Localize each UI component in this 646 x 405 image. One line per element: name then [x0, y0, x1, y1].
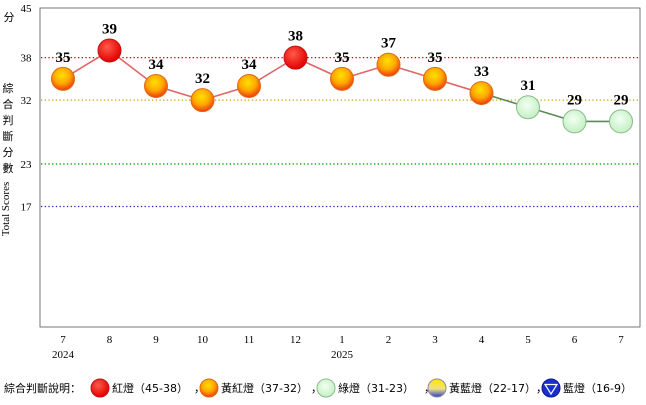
data-label: 32 — [195, 71, 210, 87]
y-tick-label: 23 — [21, 159, 33, 171]
legend-blue-circle — [541, 378, 561, 398]
y-tick-label: 32 — [21, 95, 32, 107]
legend-label: 藍燈（16-9） — [563, 381, 632, 395]
legend-label: 綠燈（31-23） — [338, 381, 414, 395]
y-axis-unit: 分 — [4, 11, 15, 24]
legend: 綜合判斷說明： 紅燈（45-38） 黃紅燈（37-32） 綠燈（31-23） 黃藍燈（2… — [4, 378, 632, 398]
signal-point-yellow-red — [423, 66, 447, 91]
legend-blue-triangle — [543, 383, 559, 396]
signal-point-yellow-red — [144, 73, 168, 98]
data-label: 33 — [474, 64, 489, 80]
series-points — [51, 38, 633, 134]
x-tick-label: 5 — [525, 334, 531, 346]
y-axis-title-en: Total Scores — [0, 182, 12, 237]
data-label: 35 — [335, 50, 350, 66]
data-label: 34 — [149, 57, 165, 73]
x-tick-label: 4 — [479, 334, 485, 346]
x-year-label: 2024 — [52, 349, 75, 361]
y-tick-label: 17 — [21, 201, 33, 213]
y-axis-title-zh: 綜合判斷分數 — [3, 81, 14, 175]
signal-point-green — [562, 109, 587, 134]
data-labels: 35 39 34 32 34 38 35 37 35 33 31 29 29 — [56, 22, 629, 109]
legend-label: 黃藍燈（22-17） — [449, 381, 536, 395]
legend-separator: ， — [194, 382, 205, 395]
legend-separator: ， — [536, 382, 547, 395]
x-tick-label: 2 — [386, 334, 392, 346]
data-label: 34 — [242, 57, 258, 73]
x-tick-label: 9 — [153, 334, 159, 346]
signal-point-red — [97, 38, 122, 63]
y-axis-ticks: 17 23 32 38 45 — [21, 3, 33, 213]
data-label: 39 — [102, 22, 117, 38]
legend-title: 綜合判斷說明： — [4, 381, 81, 395]
y-tick-label: 45 — [21, 3, 33, 15]
data-label: 29 — [567, 92, 582, 108]
signal-point-yellow-red — [376, 52, 401, 77]
signal-point-yellow-red — [190, 88, 215, 113]
x-tick-label: 7 — [618, 334, 624, 346]
legend-icon-yellow-blue — [427, 378, 447, 398]
x-tick-label: 6 — [572, 334, 578, 346]
x-tick-label: 11 — [244, 334, 255, 346]
legend-icon-red — [90, 378, 110, 398]
legend-icon-green — [316, 378, 336, 398]
plot-area-frame — [39, 7, 641, 328]
signal-point-yellow-red — [51, 66, 75, 91]
x-tick-label: 12 — [290, 334, 301, 346]
signal-point-yellow-red — [469, 81, 494, 106]
signal-point-green — [516, 95, 540, 120]
x-tick-label: 3 — [432, 334, 438, 346]
data-label: 37 — [381, 36, 397, 52]
data-label: 35 — [428, 50, 443, 66]
x-tick-label: 8 — [107, 334, 113, 346]
signal-point-red — [283, 45, 308, 70]
legend-icon-yellow-red — [199, 378, 219, 398]
legend-label: 紅燈（45-38） — [112, 381, 188, 395]
legend-separator: ， — [424, 382, 435, 395]
legend-separator: ， — [311, 382, 322, 395]
legend-icon-blue — [541, 378, 561, 398]
x-tick-label: 10 — [197, 334, 209, 346]
data-label: 29 — [614, 92, 629, 108]
data-label: 31 — [521, 78, 536, 94]
legend-label: 黃紅燈（37-32） — [221, 381, 308, 395]
y-axis-title: 綜合判斷分數 Total Scores — [0, 81, 14, 236]
y-tick-label: 38 — [21, 53, 33, 65]
x-tick-label: 1 — [339, 334, 345, 346]
signal-point-yellow-red — [330, 66, 354, 91]
x-year-label: 2025 — [331, 349, 354, 361]
x-tick-label: 7 — [60, 334, 66, 346]
signal-point-green — [609, 109, 633, 134]
data-label: 35 — [56, 50, 71, 66]
data-label: 38 — [288, 29, 303, 45]
signal-point-yellow-red — [237, 73, 261, 98]
